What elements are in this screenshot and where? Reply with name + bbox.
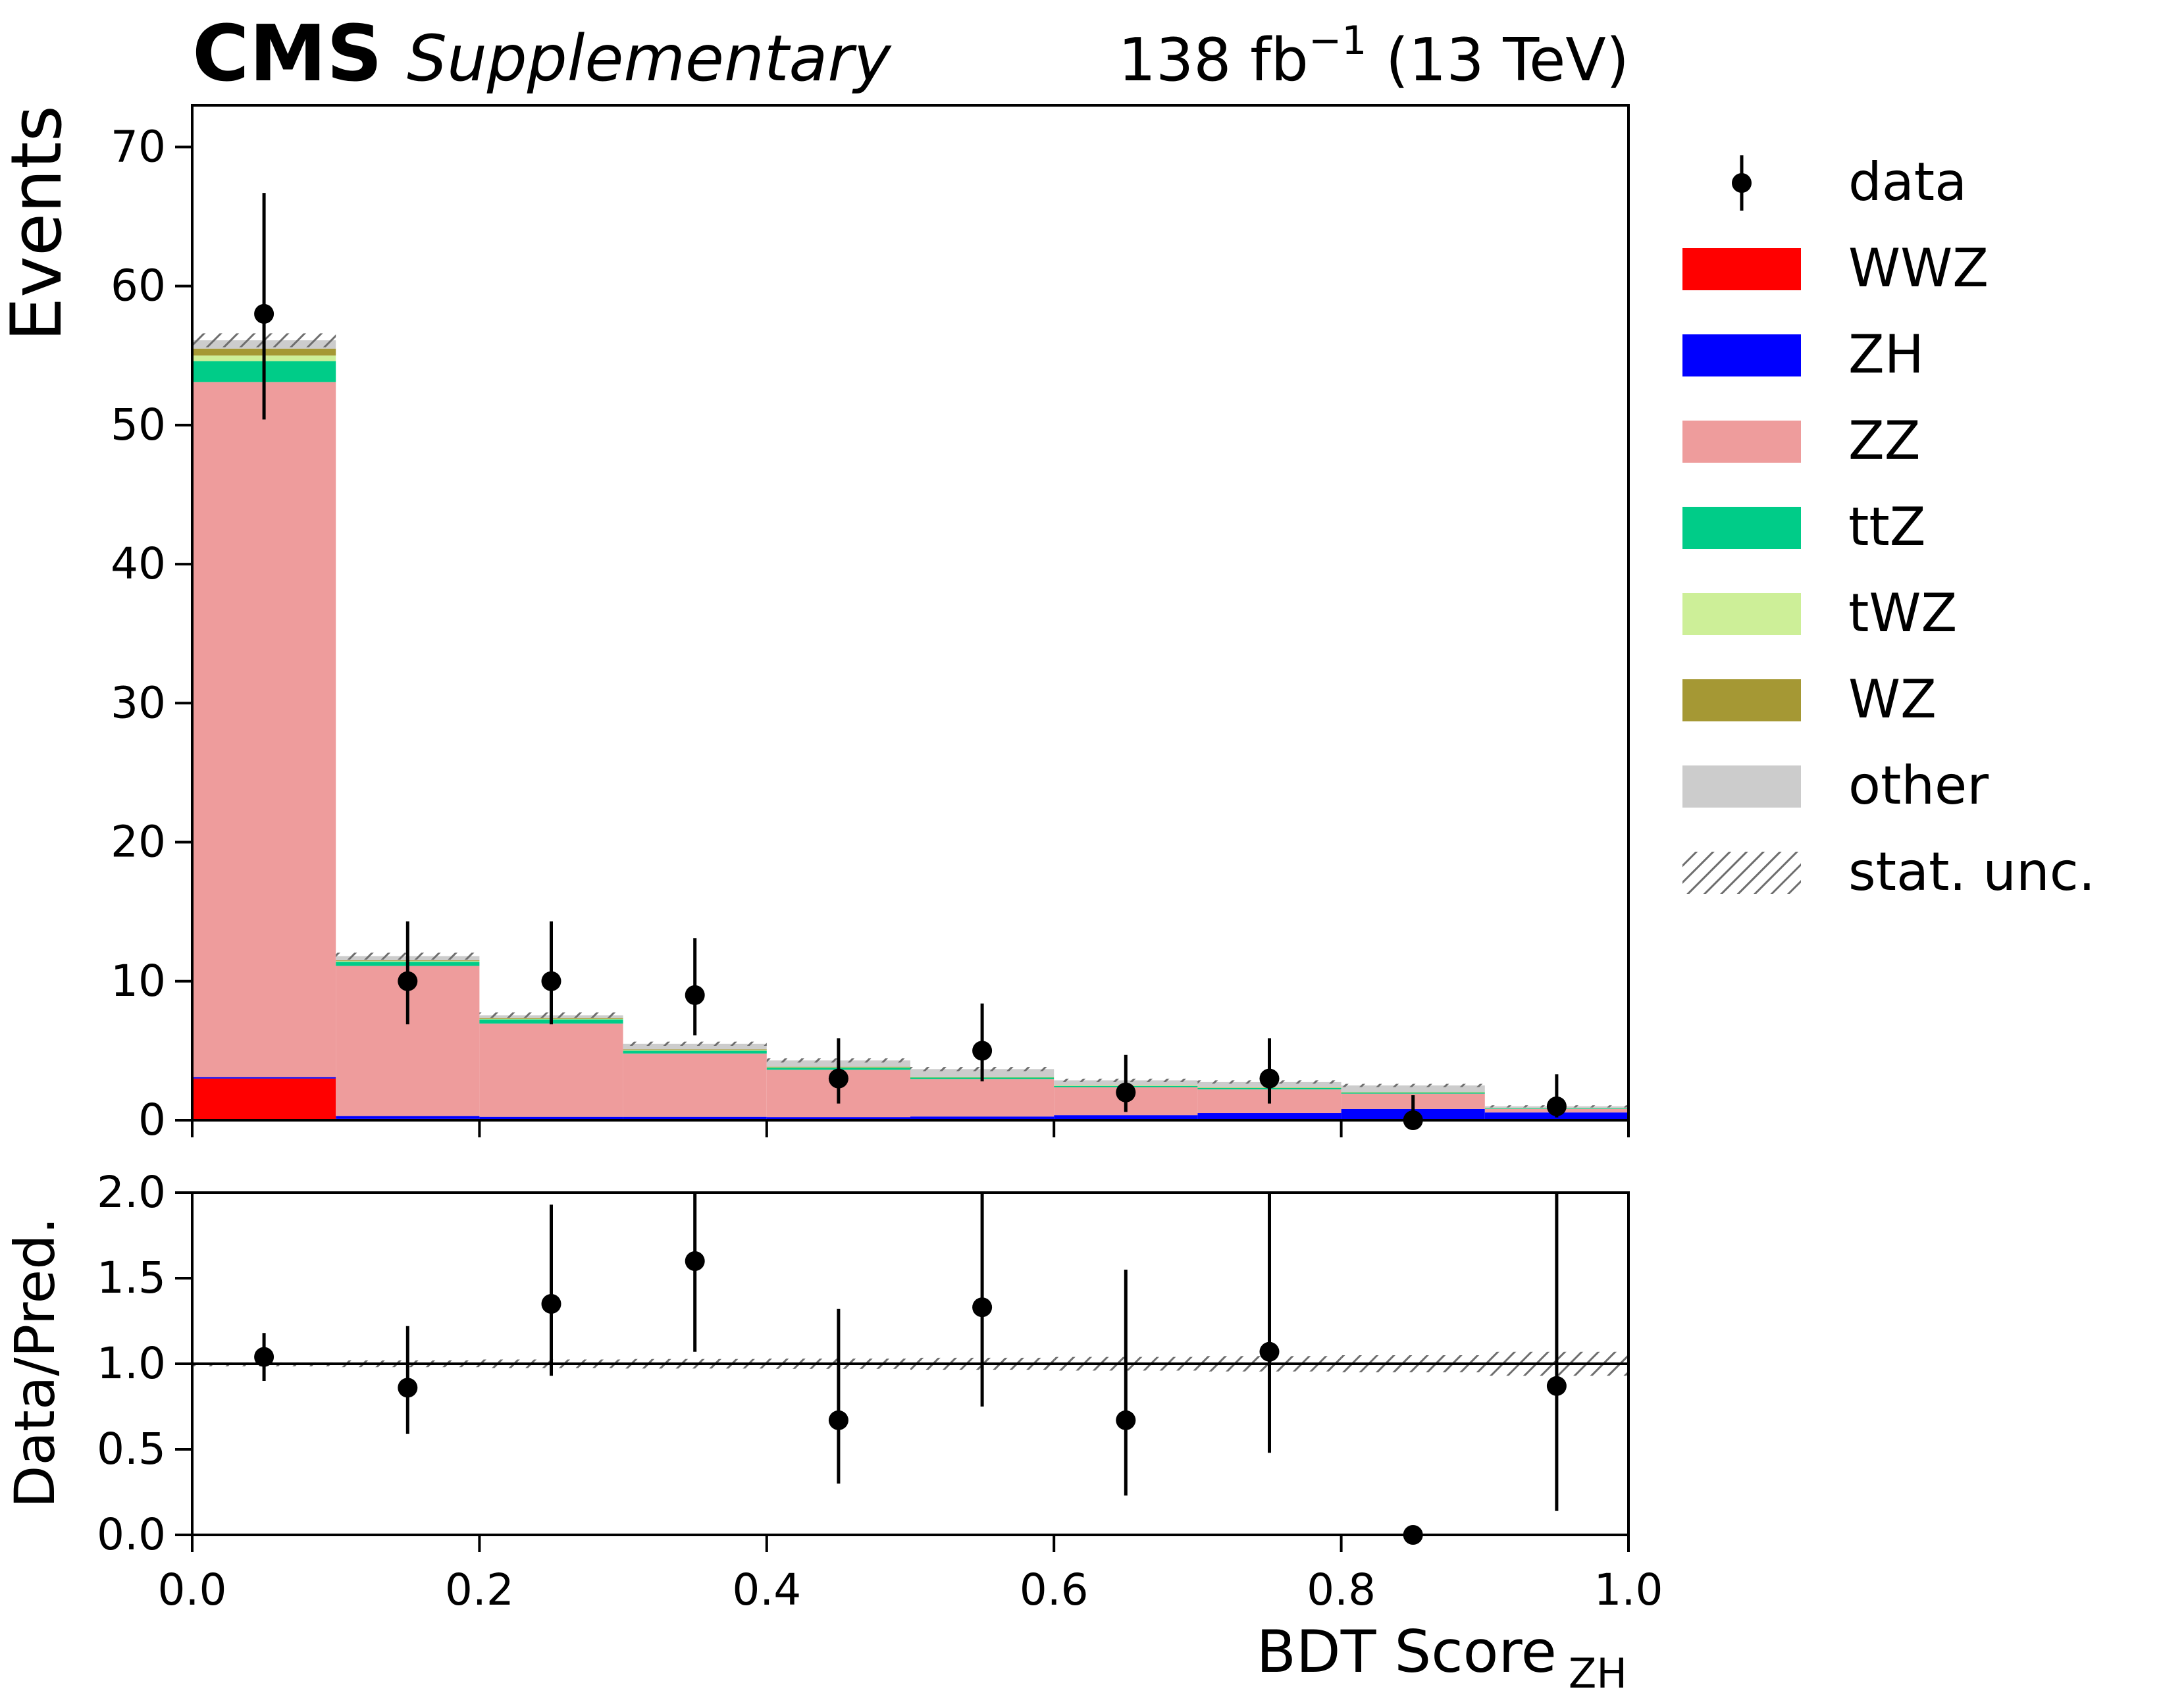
ratio-point-3 [685, 1251, 705, 1271]
legend-data-marker [1732, 173, 1752, 193]
data-point-4 [828, 1068, 848, 1089]
ratio-point-2 [541, 1294, 561, 1314]
bar-wwz-0 [192, 1078, 336, 1120]
lumi-energy: (13 TeV) [1367, 26, 1629, 95]
legend-label-zz: ZZ [1848, 410, 1921, 471]
main-y-tick-label-6: 60 [111, 261, 166, 311]
bar-other-3 [623, 1043, 767, 1050]
main-plot-frame [191, 104, 1630, 1122]
legend-swatch-stat-unc [1682, 852, 1801, 894]
x-tick-label-3: 0.6 [1020, 1565, 1089, 1615]
lumi-exponent: −1 [1309, 18, 1367, 64]
ratio-point-1 [398, 1378, 418, 1398]
x-tick-label-1: 0.2 [445, 1565, 514, 1615]
bar-zh-4 [766, 1117, 910, 1120]
bar-other-8 [1341, 1085, 1485, 1093]
bar-zz-2 [479, 1023, 623, 1117]
data-point-7 [1259, 1068, 1280, 1089]
x-tick-label-0: 0.0 [158, 1565, 227, 1615]
ratio-point-4 [828, 1410, 848, 1430]
legend-swatch-wwz [1682, 248, 1801, 290]
ratio-y-tick-label-1: 0.5 [97, 1424, 166, 1474]
legend-label-wwz: WWZ [1848, 238, 1989, 299]
data-point-6 [1116, 1082, 1136, 1102]
data-point-5 [972, 1041, 993, 1061]
bar-zz-3 [623, 1053, 767, 1117]
x-axis-label-sub: ZH [1569, 1649, 1627, 1697]
luminosity-label: 138 fb−1 (13 TeV) [1118, 18, 1629, 95]
x-axis-label-main: BDT Score [1257, 1618, 1557, 1686]
data-point-9 [1546, 1096, 1567, 1116]
ratio-y-tick-label-0: 0.0 [97, 1509, 166, 1560]
bar-zh-5 [910, 1116, 1054, 1120]
legend-label-twz: tWZ [1848, 582, 1957, 644]
legend-label-stat-unc: stat. unc. [1848, 841, 2095, 902]
bar-zz-5 [910, 1079, 1054, 1117]
ratio-data-points [254, 1193, 1567, 1545]
ratio-point-5 [972, 1297, 993, 1318]
supplementary-label: Supplementary [407, 22, 892, 95]
bar-wz-3 [623, 1049, 767, 1050]
x-tick-label-4: 0.8 [1307, 1565, 1376, 1615]
legend-label-data: data [1848, 151, 1967, 213]
x-tick-label-2: 0.4 [732, 1565, 801, 1615]
ratio-y-tick-label-3: 1.5 [97, 1253, 166, 1303]
bar-zh-0 [192, 1077, 336, 1079]
legend-swatch-other [1682, 765, 1801, 808]
legend-label-ttz: ttZ [1848, 496, 1926, 557]
legend-label-wz: WZ [1848, 669, 1937, 730]
data-point-1 [398, 971, 418, 991]
legend-label-zh: ZH [1848, 324, 1924, 385]
stat-unc-band-3 [623, 1041, 767, 1046]
main-y-tick-label-4: 40 [111, 538, 166, 589]
main-y-tick-label-7: 70 [111, 121, 166, 172]
ratio-point-6 [1116, 1410, 1136, 1430]
legend-label-other: other [1848, 755, 1989, 816]
main-y-tick-label-2: 20 [111, 817, 166, 867]
bar-zh-6 [1054, 1115, 1198, 1120]
x-axis-label: BDT Score ZH [1257, 1618, 1627, 1697]
main-data-points [254, 193, 1567, 1130]
legend: data WWZ ZH ZZ ttZ tWZ WZ other stat. unc. [1682, 151, 2095, 902]
main-y-tick-label-5: 50 [111, 400, 166, 450]
bar-ttz-3 [623, 1050, 767, 1054]
legend-swatch-wz [1682, 679, 1801, 721]
bar-ttz-8 [1341, 1092, 1485, 1094]
data-point-0 [254, 303, 274, 324]
data-point-2 [541, 971, 561, 991]
bar-zh-3 [623, 1116, 767, 1120]
main-axes: 0 10 20 30 40 50 60 70 [111, 121, 1630, 1145]
main-y-tick-label-3: 30 [111, 677, 166, 728]
ratio-axes: 0.0 0.5 1.0 1.5 2.0 0.0 0.2 0.4 0.6 0.8 1.0 [97, 1167, 1663, 1615]
stat-unc-band-8 [1341, 1083, 1485, 1087]
ratio-y-axis-label: Data/Pred. [3, 1217, 67, 1508]
ratio-y-tick-label-4: 2.0 [97, 1167, 166, 1218]
legend-swatch-ttz [1682, 507, 1801, 549]
data-point-3 [685, 985, 705, 1005]
main-stacked-bars [192, 340, 1628, 1120]
bar-zh-2 [479, 1116, 623, 1120]
lumi-value: 138 fb [1118, 26, 1309, 95]
bar-zh-7 [1197, 1113, 1341, 1120]
main-y-tick-label-0: 0 [138, 1095, 166, 1145]
bar-zh-1 [336, 1116, 480, 1119]
cms-label: CMS [192, 8, 382, 99]
x-tick-label-5: 1.0 [1594, 1565, 1663, 1615]
ratio-point-9 [1546, 1376, 1567, 1396]
legend-swatch-twz [1682, 593, 1801, 635]
main-y-tick-label-1: 10 [111, 956, 166, 1006]
main-y-axis-label: Events [0, 105, 77, 342]
ratio-y-tick-label-2: 1.0 [97, 1338, 166, 1389]
bar-zz-0 [192, 382, 336, 1077]
legend-swatch-zz [1682, 421, 1801, 463]
legend-swatch-zh [1682, 334, 1801, 376]
ratio-point-7 [1259, 1341, 1280, 1362]
ratio-point-0 [254, 1347, 274, 1367]
ratio-plot-frame [191, 1191, 1630, 1536]
